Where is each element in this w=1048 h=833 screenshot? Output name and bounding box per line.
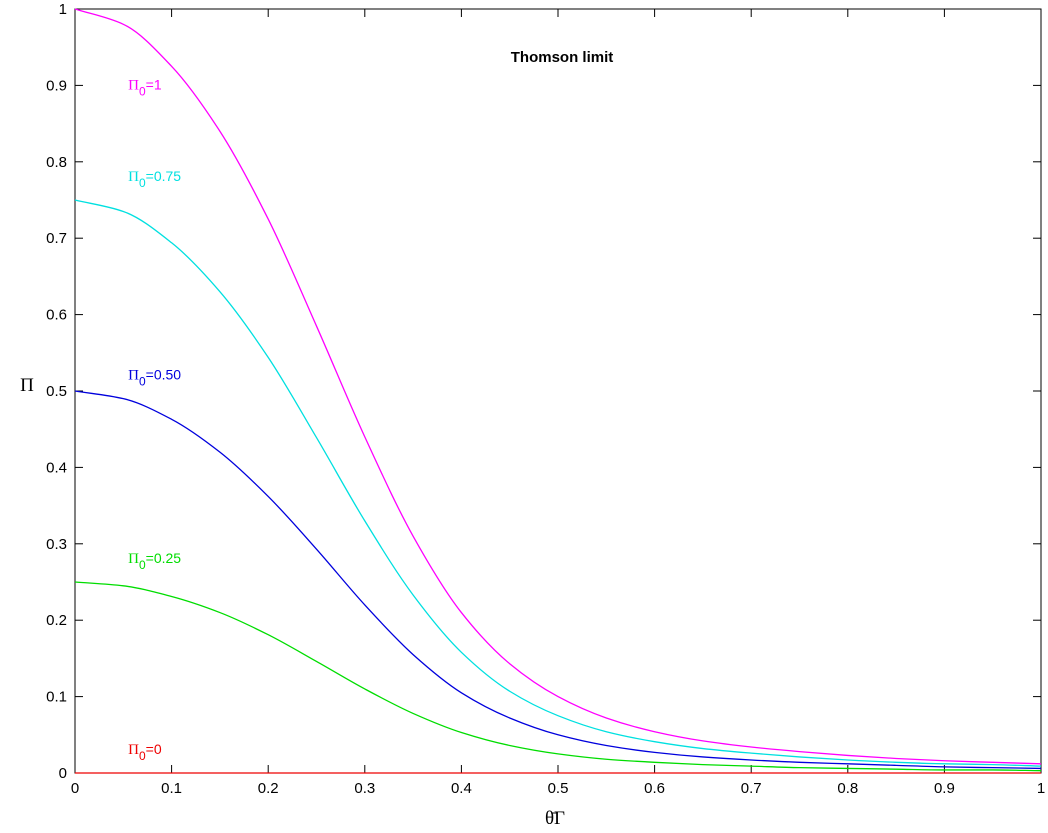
y-axis-label: Π [20,375,34,396]
x-tick-label: 0.5 [548,780,569,797]
y-tick-label: 0.8 [46,154,67,171]
y-tick-label: 0.7 [46,230,67,247]
y-tick-label: 0.4 [46,459,67,476]
x-tick-label: 1 [1037,780,1045,797]
x-tick-label: 0.2 [258,780,279,797]
series-line-3 [74,581,1042,772]
y-tick-label: 0.6 [46,307,67,324]
ticks: 0 0.1 0.2 0.3 0.4 0.5 0.6 0.7 0.8 0.9 1 0 0.1 0.2 0.3 0… [46,1,1045,797]
series-label-2: Π0=0.50 [128,367,181,389]
x-tick-label: 0.4 [451,780,472,797]
y-tick-label: 0.3 [46,536,67,553]
x-tick-label: 0 [71,780,79,797]
x-axis-label: θ̄Γ [545,808,565,829]
series-line-2 [74,390,1042,770]
y-tick-label: 0.2 [46,612,67,629]
x-tick-label: 0.3 [354,780,375,797]
series-label-1: Π0=0.75 [128,168,181,190]
x-tick-label: 0.9 [934,780,955,797]
y-tick-label: 1 [59,1,67,18]
series-label-0: Π0=1 [128,76,162,98]
x-tick-label: 0.7 [741,780,762,797]
series-line-1 [74,199,1042,767]
series-label-4: Π0=0 [128,741,162,763]
plot-area [74,8,1042,774]
series-label-3: Π0=0.25 [128,550,181,572]
x-tick-label: 0.1 [161,780,182,797]
x-tick-label: 0.8 [837,780,858,797]
y-tick-label: 0.5 [46,383,67,400]
annotations: Π0=1 Π0=0.75 Π0=0.50 Π0=0.25 Π0=0 [128,76,181,763]
y-tick-label: 0.1 [46,689,67,706]
chart-title: Thomson limit [511,49,614,66]
y-tick-label: 0 [59,765,67,782]
x-tick-label: 0.6 [644,780,665,797]
series-line-0 [74,8,1042,765]
series-layer [74,8,1042,774]
y-tick-label: 0.9 [46,77,67,94]
